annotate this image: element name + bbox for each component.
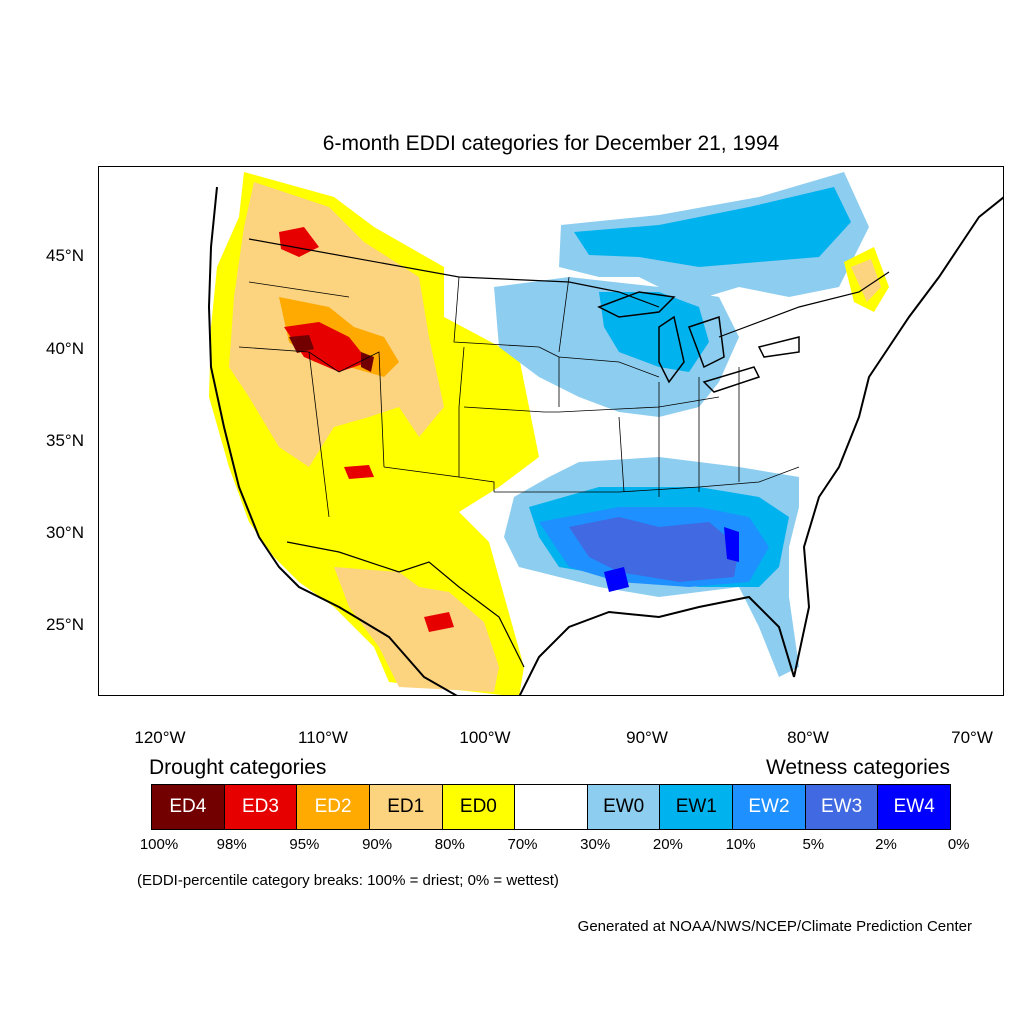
- legend-box-ed0: ED0: [442, 785, 516, 829]
- legend-box-ew0: EW0: [587, 785, 661, 829]
- percent-label: 90%: [362, 836, 393, 853]
- southeast-wet-ew3: [569, 517, 739, 582]
- category-note: (EDDI-percentile category breaks: 100% =…: [137, 872, 559, 889]
- lon-label-90: 90°W: [626, 728, 668, 747]
- canada-wet-core: [574, 187, 851, 267]
- west-drought-ed3-2: [284, 322, 369, 372]
- us-coastline: [207, 186, 1003, 695]
- lat-label-25: 25°N: [46, 615, 84, 634]
- percent-label: 10%: [725, 836, 756, 853]
- mexico-drought-ed1: [334, 567, 499, 692]
- lon-label-100: 100°W: [459, 728, 511, 747]
- map-canvas: [207, 172, 1003, 695]
- legend-box-ed1: ED1: [369, 785, 443, 829]
- credit-line: Generated at NOAA/NWS/NCEP/Climate Predi…: [577, 918, 972, 935]
- percent-label: 30%: [580, 836, 611, 853]
- legend-box-ed4: ED4: [152, 785, 225, 829]
- eddi-map: [98, 166, 1004, 696]
- west-drought-ed4: [289, 335, 374, 372]
- northeast-drought-ed1: [851, 259, 881, 302]
- legend-box-ew4: EW4: [878, 785, 951, 829]
- legend-box-ed2: ED2: [297, 785, 370, 829]
- percent-label: 70%: [507, 836, 538, 853]
- percent-label: 100%: [139, 836, 179, 853]
- legend-box-neutral: [515, 785, 588, 829]
- percent-label: 20%: [652, 836, 683, 853]
- percent-label: 95%: [289, 836, 320, 853]
- lon-label-80: 80°W: [787, 728, 829, 747]
- lat-label-40: 40°N: [46, 339, 84, 358]
- legend-box-ew3: EW3: [805, 785, 879, 829]
- lon-label-110: 110°W: [298, 728, 348, 747]
- lat-label-35: 35°N: [46, 431, 84, 450]
- lon-label-70: 70°W: [951, 728, 993, 747]
- percent-label: 2%: [875, 836, 897, 853]
- sw-drought-ed3: [344, 465, 454, 632]
- lat-label-45: 45°N: [46, 246, 84, 265]
- percent-label: 98%: [216, 836, 247, 853]
- wetness-heading: Wetness categories: [765, 756, 950, 779]
- percent-label: 5%: [802, 836, 825, 853]
- canada-border: [248, 238, 890, 338]
- great-lakes: [597, 291, 800, 393]
- lon-label-120: 120°W: [134, 728, 186, 747]
- percent-label: 0%: [947, 836, 970, 853]
- southeast-wet-ew4: [604, 527, 739, 592]
- legend-box-ew2: EW2: [733, 785, 806, 829]
- legend-box-ed3: ED3: [224, 785, 298, 829]
- legend-box-ew1: EW1: [660, 785, 734, 829]
- state-lines: [238, 276, 800, 518]
- map-title: 6-month EDDI categories for December 21,…: [322, 132, 780, 155]
- drought-heading: Drought categories: [149, 756, 327, 779]
- legend-bar: ED4 ED3 ED2 ED1 ED0 EW0 EW1 EW2 EW3 EW4: [151, 784, 951, 830]
- mexico-border: [286, 541, 525, 668]
- lat-label-30: 30°N: [46, 523, 84, 542]
- percent-label: 80%: [434, 836, 465, 853]
